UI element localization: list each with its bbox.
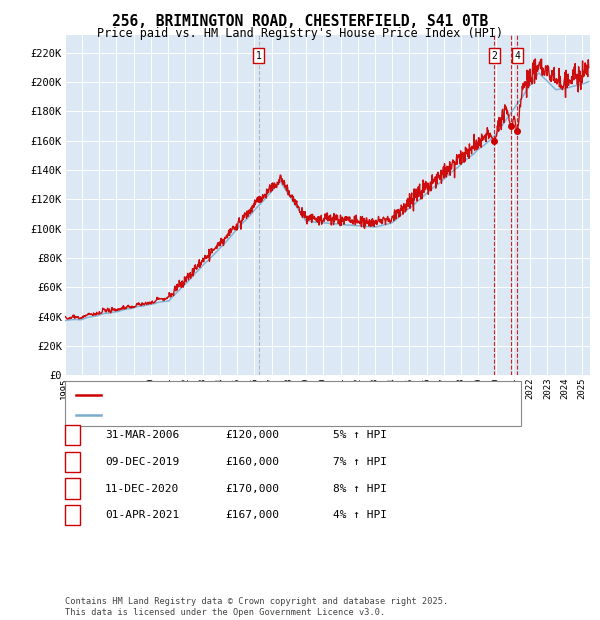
Text: Price paid vs. HM Land Registry's House Price Index (HPI): Price paid vs. HM Land Registry's House … — [97, 27, 503, 40]
Text: 4% ↑ HPI: 4% ↑ HPI — [333, 510, 387, 520]
Text: 01-APR-2021: 01-APR-2021 — [105, 510, 179, 520]
Text: £170,000: £170,000 — [225, 484, 279, 494]
Text: Contains HM Land Registry data © Crown copyright and database right 2025.
This d: Contains HM Land Registry data © Crown c… — [65, 598, 448, 617]
Text: 1: 1 — [69, 430, 76, 440]
Text: £167,000: £167,000 — [225, 510, 279, 520]
Text: 256, BRIMINGTON ROAD, CHESTERFIELD, S41 0TB: 256, BRIMINGTON ROAD, CHESTERFIELD, S41 … — [112, 14, 488, 29]
Text: 4: 4 — [514, 51, 520, 61]
Text: £120,000: £120,000 — [225, 430, 279, 440]
Text: 2: 2 — [491, 51, 497, 61]
Text: 256, BRIMINGTON ROAD, CHESTERFIELD, S41 0TB (semi-detached house): 256, BRIMINGTON ROAD, CHESTERFIELD, S41 … — [106, 390, 487, 400]
Text: 5% ↑ HPI: 5% ↑ HPI — [333, 430, 387, 440]
Text: 09-DEC-2019: 09-DEC-2019 — [105, 457, 179, 467]
Text: £160,000: £160,000 — [225, 457, 279, 467]
Text: 2: 2 — [69, 457, 76, 467]
Text: 11-DEC-2020: 11-DEC-2020 — [105, 484, 179, 494]
Text: HPI: Average price, semi-detached house, Chesterfield: HPI: Average price, semi-detached house,… — [106, 410, 417, 420]
Text: 8% ↑ HPI: 8% ↑ HPI — [333, 484, 387, 494]
Text: 1: 1 — [256, 51, 262, 61]
Text: 31-MAR-2006: 31-MAR-2006 — [105, 430, 179, 440]
Text: 4: 4 — [69, 510, 76, 520]
Text: 7% ↑ HPI: 7% ↑ HPI — [333, 457, 387, 467]
Text: 3: 3 — [69, 484, 76, 494]
